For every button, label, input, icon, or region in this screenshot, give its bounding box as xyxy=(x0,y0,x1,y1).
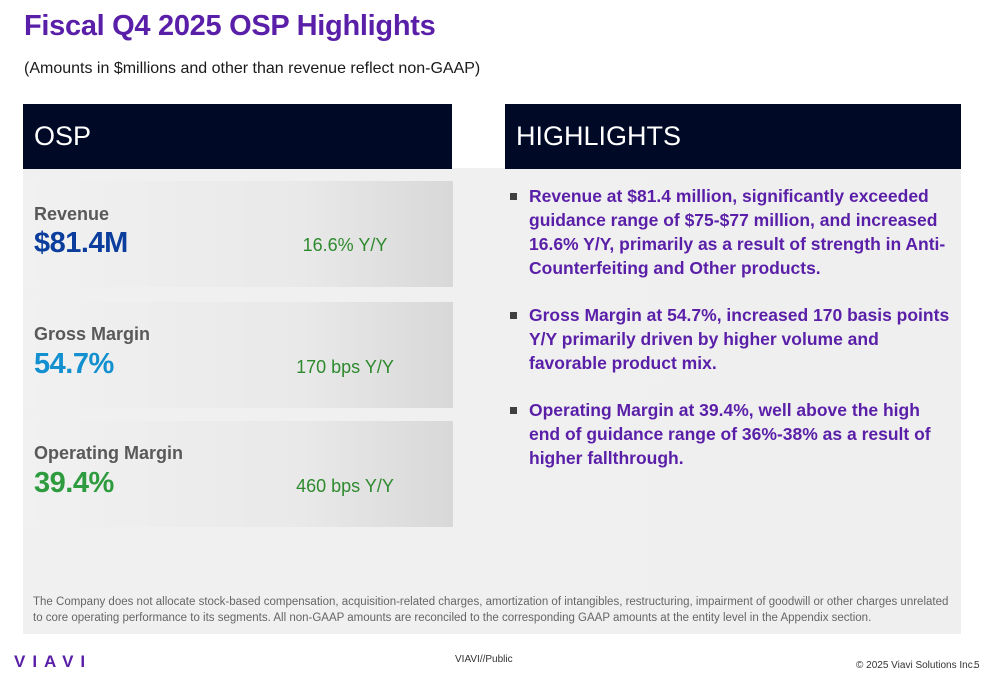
metric-value: 39.4% xyxy=(34,467,114,499)
metric-value: 54.7% xyxy=(34,348,114,380)
metric-operating-margin: Operating Margin 39.4% 460 bps Y/Y xyxy=(23,421,453,527)
highlights-header: HIGHLIGHTS xyxy=(505,104,961,169)
metric-yoy: 170 bps Y/Y xyxy=(296,357,394,377)
square-bullet-icon xyxy=(510,407,517,414)
highlights-list: Revenue at $81.4 million, significantly … xyxy=(510,184,950,493)
osp-header: OSP xyxy=(23,104,452,169)
highlight-item: Operating Margin at 39.4%, well above th… xyxy=(510,398,950,470)
highlight-item: Revenue at $81.4 million, significantly … xyxy=(510,184,950,280)
square-bullet-icon xyxy=(510,193,517,200)
page-subtitle: (Amounts in $millions and other than rev… xyxy=(24,60,481,77)
metric-label: Operating Margin xyxy=(34,443,184,463)
metric-gross-margin: Gross Margin 54.7% 170 bps Y/Y xyxy=(23,302,453,408)
classification-label: VIAVI//Public xyxy=(455,654,513,665)
metric-revenue: Revenue $81.4M 16.6% Y/Y xyxy=(23,181,453,287)
page-title: Fiscal Q4 2025 OSP Highlights xyxy=(24,10,436,42)
metric-value: $81.4M xyxy=(34,227,128,259)
footnote: The Company does not allocate stock-base… xyxy=(33,596,949,624)
page-number: 5 xyxy=(974,660,980,671)
metric-label: Gross Margin xyxy=(34,324,151,344)
viavi-logo: VIAVI xyxy=(14,652,93,671)
metric-yoy: 460 bps Y/Y xyxy=(296,476,394,496)
copyright: © 2025 Viavi Solutions Inc. xyxy=(856,660,976,671)
highlight-item: Gross Margin at 54.7%, increased 170 bas… xyxy=(510,303,950,375)
highlight-text: Operating Margin at 39.4%, well above th… xyxy=(529,400,931,468)
metric-label: Revenue xyxy=(34,204,110,224)
highlight-text: Gross Margin at 54.7%, increased 170 bas… xyxy=(529,305,950,373)
highlight-text: Revenue at $81.4 million, significantly … xyxy=(529,186,946,278)
metric-yoy: 16.6% Y/Y xyxy=(302,235,388,255)
square-bullet-icon xyxy=(510,312,517,319)
